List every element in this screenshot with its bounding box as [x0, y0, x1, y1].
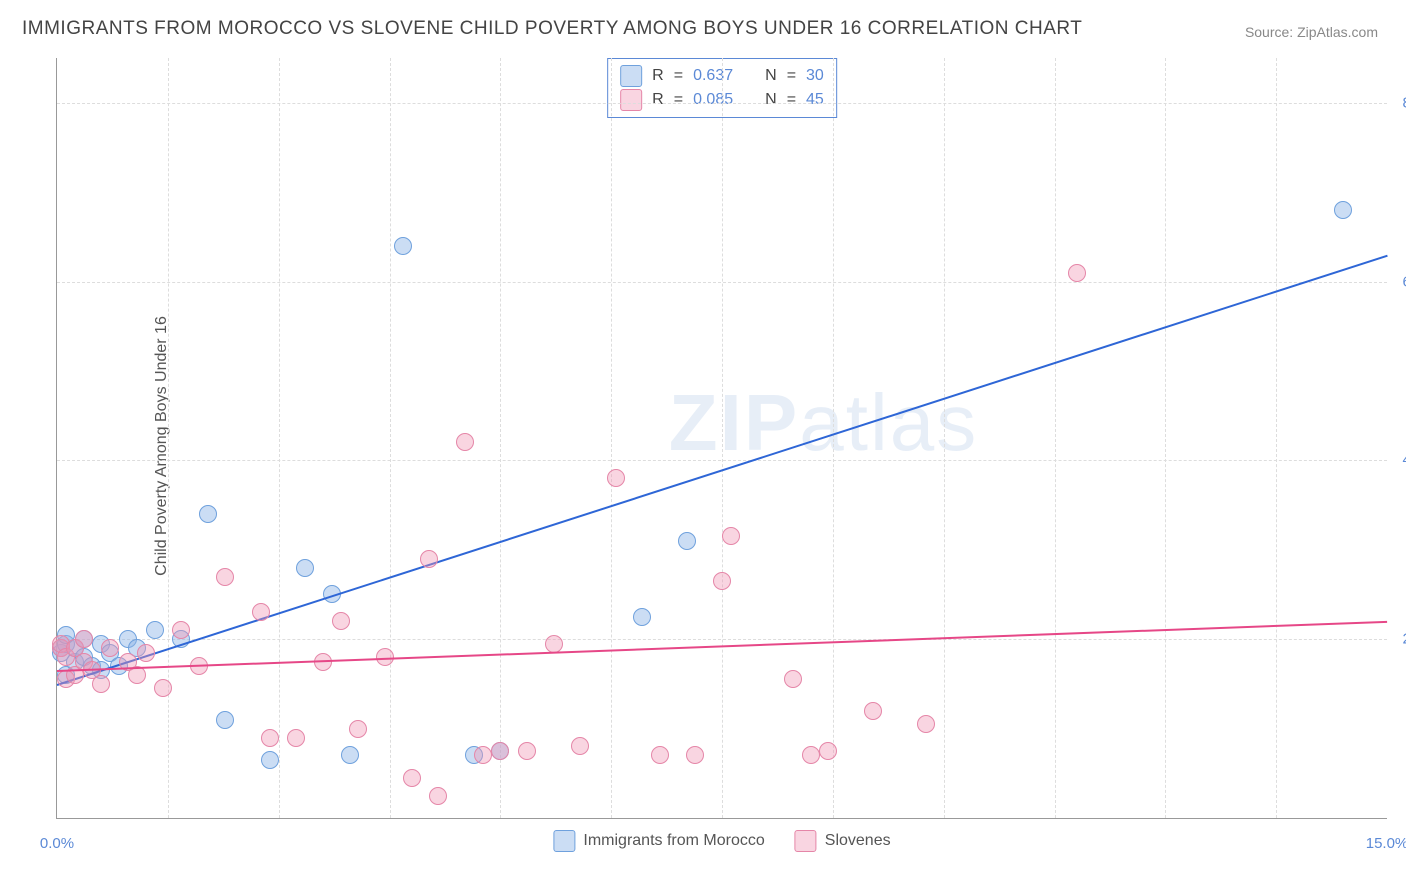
- data-point: [802, 746, 820, 764]
- legend-n-label: N: [765, 67, 777, 85]
- x-tick-label: 15.0%: [1366, 835, 1406, 852]
- gridline-v: [944, 58, 945, 818]
- data-point: [403, 769, 421, 787]
- legend-r-label: R: [652, 91, 664, 109]
- data-point: [75, 630, 93, 648]
- data-point: [1334, 201, 1352, 219]
- gridline-v: [611, 58, 612, 818]
- series-name: Immigrants from Morocco: [583, 832, 764, 850]
- data-point: [429, 787, 447, 805]
- gridline-v: [500, 58, 501, 818]
- legend-r-value: 0.085: [693, 91, 733, 109]
- y-tick-label: 80.0%: [1402, 94, 1406, 111]
- data-point: [252, 603, 270, 621]
- series-name: Slovenes: [825, 832, 891, 850]
- data-point: [456, 433, 474, 451]
- data-point: [518, 742, 536, 760]
- legend-swatch: [620, 65, 642, 87]
- data-point: [678, 532, 696, 550]
- data-point: [686, 746, 704, 764]
- data-point: [101, 639, 119, 657]
- gridline-v: [1055, 58, 1056, 818]
- gridline-v: [722, 58, 723, 818]
- data-point: [651, 746, 669, 764]
- legend-r-label: R: [652, 67, 664, 85]
- data-point: [261, 729, 279, 747]
- gridline-v: [1276, 58, 1277, 818]
- data-point: [917, 715, 935, 733]
- data-point: [172, 621, 190, 639]
- data-point: [420, 550, 438, 568]
- data-point: [154, 679, 172, 697]
- data-point: [287, 729, 305, 747]
- watermark: ZIPatlas: [669, 377, 978, 469]
- data-point: [722, 527, 740, 545]
- data-point: [1068, 264, 1086, 282]
- legend-r-value: 0.637: [693, 67, 733, 85]
- legend-swatch: [795, 830, 817, 852]
- data-point: [146, 621, 164, 639]
- data-point: [571, 737, 589, 755]
- data-point: [332, 612, 350, 630]
- y-tick-label: 40.0%: [1402, 452, 1406, 469]
- series-legend-item: Immigrants from Morocco: [553, 830, 764, 852]
- gridline-v: [168, 58, 169, 818]
- y-tick-label: 20.0%: [1402, 631, 1406, 648]
- data-point: [607, 469, 625, 487]
- data-point: [349, 720, 367, 738]
- series-legend: Immigrants from Morocco Slovenes: [553, 830, 890, 852]
- legend-swatch: [553, 830, 575, 852]
- legend-n-label: N: [765, 91, 777, 109]
- chart-title: IMMIGRANTS FROM MOROCCO VS SLOVENE CHILD…: [22, 18, 1082, 40]
- gridline-v: [833, 58, 834, 818]
- legend-n-value: 45: [806, 91, 824, 109]
- data-point: [394, 237, 412, 255]
- plot-area: ZIPatlas R=0.637N=30R=0.085N=45 Immigran…: [56, 58, 1387, 819]
- data-point: [216, 568, 234, 586]
- data-point: [713, 572, 731, 590]
- legend-n-value: 30: [806, 67, 824, 85]
- legend-swatch: [620, 89, 642, 111]
- x-tick-label: 0.0%: [40, 835, 74, 852]
- data-point: [296, 559, 314, 577]
- data-point: [137, 644, 155, 662]
- gridline-v: [1165, 58, 1166, 818]
- data-point: [864, 702, 882, 720]
- data-point: [341, 746, 359, 764]
- data-point: [261, 751, 279, 769]
- gridline-v: [279, 58, 280, 818]
- data-point: [199, 505, 217, 523]
- data-point: [491, 742, 509, 760]
- series-legend-item: Slovenes: [795, 830, 891, 852]
- gridline-v: [390, 58, 391, 818]
- data-point: [92, 675, 110, 693]
- source-attribution: Source: ZipAtlas.com: [1245, 24, 1378, 40]
- data-point: [633, 608, 651, 626]
- data-point: [545, 635, 563, 653]
- data-point: [474, 746, 492, 764]
- data-point: [819, 742, 837, 760]
- data-point: [784, 670, 802, 688]
- y-tick-label: 60.0%: [1402, 273, 1406, 290]
- data-point: [216, 711, 234, 729]
